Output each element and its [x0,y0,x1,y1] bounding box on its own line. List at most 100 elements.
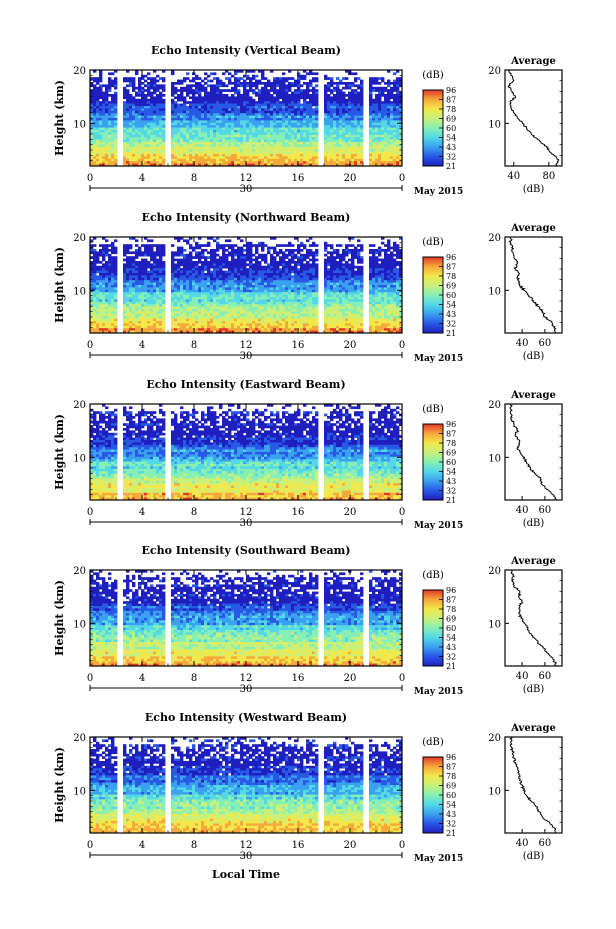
heatmap-cell [276,82,279,85]
heatmap-cell [276,135,279,138]
heatmap-cell [351,268,354,271]
heatmap-cell [126,106,129,109]
heatmap-cell [342,271,345,274]
heatmap-cell [273,116,276,119]
heatmap-cell [282,135,285,138]
heatmap-cell [330,244,333,247]
heatmap-cell [231,254,234,257]
heatmap-cell [261,159,264,162]
heatmap-cell [93,285,96,288]
heatmap-cell [219,259,222,262]
heatmap-cell [207,147,210,150]
heatmap-cell [297,268,300,271]
heatmap-cell [255,75,258,78]
heatmap-cell [357,144,360,147]
heatmap-cell [300,123,303,126]
heatmap-cell [375,128,378,131]
heatmap-cell [198,77,201,80]
heatmap-cell [351,142,354,145]
heatmap-cell [135,137,138,140]
heatmap-cell [354,249,357,252]
heatmap-cell [177,99,180,102]
heatmap-cell [126,263,129,266]
heatmap-cell [222,108,225,111]
heatmap-cell [258,99,261,102]
heatmap-cell [144,80,147,83]
heatmap-cell [153,254,156,257]
heatmap-cell [264,128,267,131]
heatmap-cell [369,89,372,92]
heatmap-cell [171,89,174,92]
heatmap-cell [213,72,216,75]
heatmap-cell [195,82,198,85]
heatmap-cell [384,271,387,274]
heatmap-cell [183,99,186,102]
heatmap-cell [375,87,378,90]
heatmap-cell [297,149,300,152]
heatmap-cell [264,161,267,164]
heatmap-cell [156,275,159,278]
heatmap-cell [252,75,255,78]
heatmap-cell [336,123,339,126]
heatmap-cell [213,142,216,145]
heatmap-cell [126,120,129,123]
heatmap-cell [177,104,180,107]
heatmap-cell [315,249,318,252]
heatmap-cell [144,96,147,99]
heatmap-cell [156,104,159,107]
heatmap-cell [357,251,360,254]
heatmap-cell [132,82,135,85]
heatmap-cell [183,152,186,155]
heatmap-cell [123,147,126,150]
heatmap-cell [159,116,162,119]
heatmap-cell [219,144,222,147]
heatmap-cell [309,142,312,145]
heatmap-cell [195,149,198,152]
heatmap-cell [279,125,282,128]
heatmap-cell [192,144,195,147]
heatmap-cell [159,137,162,140]
heatmap-cell [216,259,219,262]
heatmap-cell [381,92,384,95]
heatmap-cell [186,123,189,126]
heatmap-cell [396,128,399,131]
heatmap-cell [339,140,342,143]
heatmap-cell [276,156,279,159]
heatmap-cell [111,106,114,109]
heatmap-cell [294,120,297,123]
heatmap-cell [249,120,252,123]
heatmap-cell [195,242,198,245]
heatmap-cell [129,268,132,271]
heatmap-cell [144,268,147,271]
heatmap-cell [144,84,147,87]
heatmap-cell [306,268,309,271]
heatmap-cell [195,161,198,164]
heatmap-cell [147,161,150,164]
heatmap-cell [162,154,165,157]
heatmap-cell [336,280,339,283]
heatmap-cell [273,266,276,269]
heatmap-cell [93,154,96,157]
heatmap-cell [348,144,351,147]
heatmap-cell [150,87,153,90]
heatmap-cell [312,87,315,90]
heatmap-cell [294,273,297,276]
heatmap-cell [192,149,195,152]
heatmap-cell [327,106,330,109]
heatmap-cell [348,94,351,97]
heatmap-cell [315,106,318,109]
heatmap-cell [174,147,177,150]
heatmap-cell [282,147,285,150]
heatmap-cell [345,144,348,147]
heatmap-cell [378,99,381,102]
heatmap-cell [351,82,354,85]
heatmap-cell [252,84,255,87]
heatmap-cell [243,82,246,85]
heatmap-cell [282,159,285,162]
heatmap-cell [264,266,267,269]
heatmap-cell [312,130,315,133]
heatmap-cell [339,89,342,92]
heatmap-cell [297,256,300,259]
heatmap-cell [150,120,153,123]
heatmap-cell [333,149,336,152]
